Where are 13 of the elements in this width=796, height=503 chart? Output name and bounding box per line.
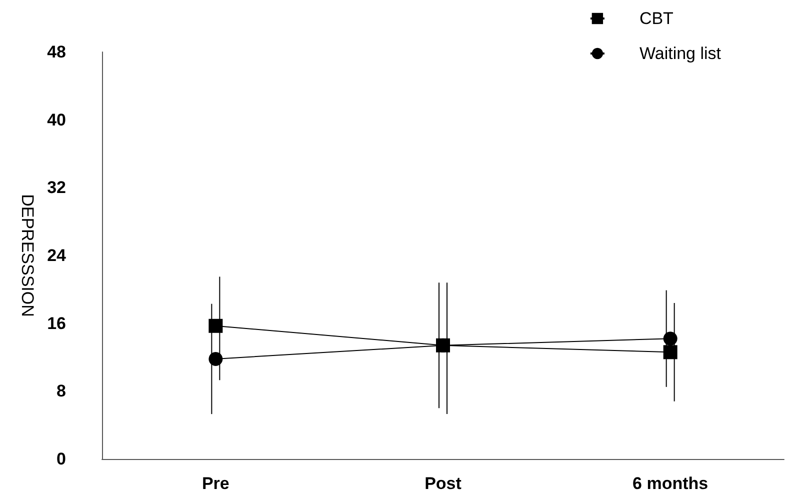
y-tick-label: 48 bbox=[47, 42, 66, 62]
y-tick-label: 40 bbox=[47, 110, 66, 130]
y-tick-label: 32 bbox=[47, 178, 66, 198]
x-tick-label: 6 months bbox=[632, 474, 708, 493]
x-tick-label: Pre bbox=[202, 474, 230, 493]
y-tick-label: 24 bbox=[47, 246, 67, 265]
y-tick-label: 8 bbox=[56, 382, 66, 401]
y-axis-title: DEPRESSSION bbox=[18, 194, 38, 317]
y-tick-label: 0 bbox=[56, 450, 66, 468]
x-tick-label: Post bbox=[424, 474, 462, 493]
legend-label: Waiting list bbox=[639, 44, 722, 63]
legend-label: CBT bbox=[639, 9, 674, 28]
y-tick-label: 16 bbox=[47, 314, 66, 333]
